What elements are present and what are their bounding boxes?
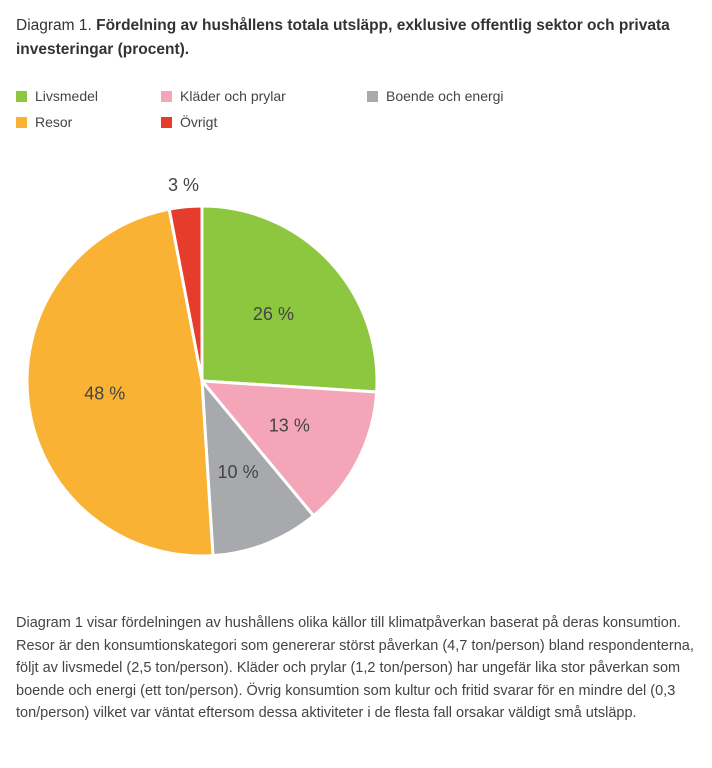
legend-swatch bbox=[161, 116, 172, 128]
legend-item-livsmedel: Livsmedel bbox=[16, 86, 161, 106]
body-paragraph: Diagram 1 visar fördelningen av hushålle… bbox=[16, 615, 694, 721]
pie-label-ovrigt: 3 % bbox=[168, 175, 199, 195]
pie-label-boende-och-energi: 10 % bbox=[218, 462, 259, 482]
legend-swatch bbox=[16, 116, 27, 128]
pie-slice-resor bbox=[25, 207, 215, 558]
legend-item-klader: Kläder och prylar bbox=[161, 86, 367, 106]
legend-label: Övrigt bbox=[180, 114, 218, 130]
chart-title-prefix: Diagram 1. bbox=[16, 17, 97, 34]
pie-slice-klader-och-prylar bbox=[198, 379, 379, 518]
pie-slice-ovrigt bbox=[167, 204, 204, 382]
legend-item-resor: Resor bbox=[16, 112, 161, 132]
chart-title: Diagram 1. Fördelning av hushållens tota… bbox=[16, 14, 706, 62]
legend-swatch bbox=[367, 90, 378, 102]
pie-chart: 26 % 13 % 10 % 48 % 3 % bbox=[25, 175, 379, 558]
pie-label-resor: 48 % bbox=[84, 383, 125, 403]
legend-label: Resor bbox=[35, 114, 73, 130]
pie-label-livsmedel: 26 % bbox=[253, 304, 294, 324]
pie-slice-boende-och-energi bbox=[200, 376, 316, 558]
chart-legend: Livsmedel Kläder och prylar Boende och e… bbox=[16, 86, 576, 132]
legend-item-boende: Boende och energi bbox=[367, 86, 567, 106]
legend-item-ovrigt: Övrigt bbox=[161, 112, 367, 132]
legend-label: Livsmedel bbox=[35, 88, 99, 104]
legend-swatch bbox=[16, 90, 27, 102]
legend-swatch bbox=[161, 90, 172, 102]
chart-title-main: Fördelning av hushållens totala utsläpp,… bbox=[16, 17, 670, 58]
pie-slice-livsmedel bbox=[200, 204, 379, 394]
legend-label: Boende och energi bbox=[386, 88, 504, 104]
legend-label: Kläder och prylar bbox=[180, 88, 286, 104]
pie-label-klader-och-prylar: 13 % bbox=[269, 415, 310, 435]
